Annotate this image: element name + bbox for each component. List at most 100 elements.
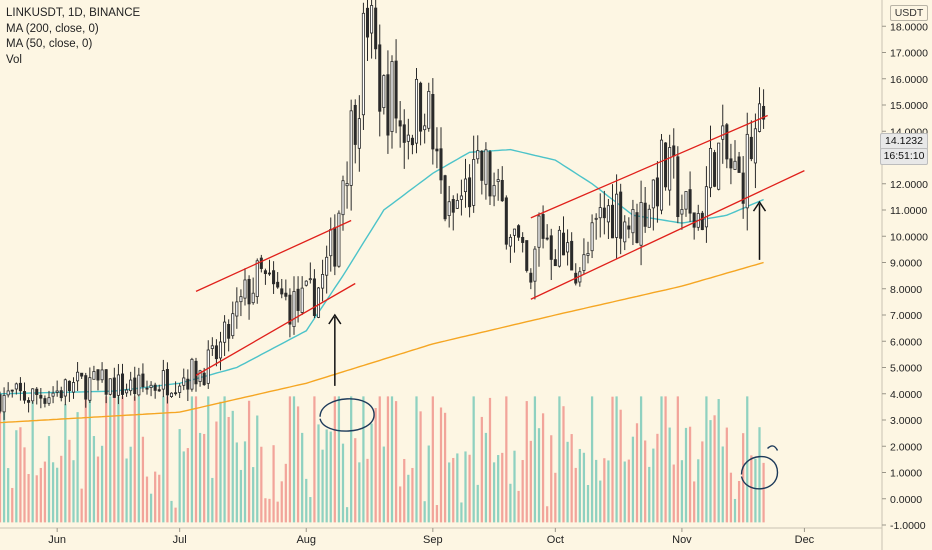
volume-bar	[121, 396, 124, 523]
volume-bar	[239, 469, 243, 523]
volume-bar	[321, 449, 324, 523]
volume-bar	[423, 501, 426, 523]
candle-body	[333, 227, 337, 267]
candle-body	[239, 296, 243, 303]
x-tick-label: Nov	[672, 534, 692, 546]
volume-bar	[51, 462, 55, 523]
candle-body	[67, 380, 71, 392]
volume-bar	[80, 488, 83, 523]
legend-ma200[interactable]: MA (200, close, 0)	[6, 22, 99, 35]
candle-body	[39, 394, 43, 399]
candle-body	[659, 139, 664, 211]
volume-bar	[133, 396, 136, 523]
candle-body	[31, 388, 35, 402]
volume-bar	[411, 467, 414, 523]
candle-body	[623, 221, 627, 243]
volume-bar	[35, 475, 38, 523]
candle-body	[619, 191, 623, 239]
arrow-head	[328, 313, 342, 325]
candle-body	[741, 172, 745, 204]
volume-bar	[231, 410, 234, 523]
volume-bar	[403, 458, 406, 523]
volume-bar	[533, 396, 537, 523]
volume-bar	[550, 435, 553, 523]
volume-bar	[415, 396, 418, 523]
candle-body	[120, 373, 125, 395]
volume-bar	[693, 481, 696, 523]
candle-body	[137, 374, 141, 396]
legend-vol[interactable]: Vol	[6, 53, 22, 66]
candle-body	[255, 260, 259, 297]
volume-bar	[754, 458, 757, 523]
volume-bar	[688, 426, 692, 523]
y-tick-label: 0.0000	[890, 494, 922, 506]
candle-body	[292, 291, 296, 328]
y-tick-label: 16.0000	[890, 74, 928, 86]
channel-lower-line	[195, 282, 356, 376]
candle-body	[84, 375, 88, 400]
volume-bar	[639, 396, 643, 523]
volume-bar	[190, 396, 194, 523]
candle-body	[235, 301, 239, 317]
volume-bar	[198, 432, 202, 523]
candle-body	[174, 392, 178, 395]
legend-ma50[interactable]: MA (50, close, 0)	[6, 38, 93, 50]
legend-symbol[interactable]: LINKUSDT, 1D, BINANCE	[6, 7, 141, 19]
volume-bar	[713, 415, 716, 523]
candle-body	[549, 235, 553, 260]
candle-body	[651, 179, 655, 209]
candle-body	[263, 270, 267, 275]
candle-body	[512, 228, 517, 236]
volume-bar	[566, 441, 569, 523]
volume-bar	[219, 401, 222, 523]
volume-bar	[56, 467, 59, 523]
candle-body	[47, 397, 51, 404]
y-tick-label: 2.0000	[890, 441, 922, 453]
volume-bar	[586, 484, 590, 523]
volume-bar	[182, 451, 185, 523]
candle-body	[304, 280, 308, 286]
volume-bar	[170, 500, 173, 523]
candle-body	[251, 292, 255, 304]
annotation-circle	[319, 398, 375, 432]
candle-body	[414, 78, 419, 144]
y-tick-label: 7.0000	[890, 310, 922, 322]
volume-bar	[680, 460, 684, 523]
candle-body	[206, 349, 210, 384]
candle-body	[378, 44, 382, 112]
channel-lower-line	[530, 170, 805, 300]
volume-bar	[750, 455, 753, 523]
candle-body	[108, 378, 112, 395]
candle-body	[427, 91, 431, 129]
volume-bar	[721, 446, 724, 523]
candle-body	[169, 392, 174, 397]
volume-bar	[194, 396, 198, 523]
volume-bar	[394, 401, 398, 523]
candle-body	[353, 104, 357, 145]
candle-body	[2, 395, 6, 413]
volume-bar	[125, 458, 128, 523]
candle-body	[145, 387, 149, 390]
volume-bar	[668, 427, 671, 523]
volume-bar	[317, 424, 320, 523]
volume-bar	[154, 471, 157, 523]
volume-bar	[537, 428, 541, 523]
volume-bar	[39, 467, 42, 523]
candle-body	[557, 229, 561, 267]
candle-body	[488, 151, 492, 197]
channel-upper-line	[195, 219, 352, 292]
candle-body	[51, 392, 55, 397]
candle-body	[259, 257, 263, 269]
candle-body	[688, 189, 692, 214]
currency-unit-badge[interactable]: USDT	[890, 5, 928, 21]
volume-bar	[305, 478, 308, 523]
x-tick-label: Jul	[173, 534, 187, 546]
candle-body	[182, 377, 186, 386]
candle-body	[545, 237, 549, 240]
candle-body	[410, 137, 414, 146]
candle-body	[280, 288, 284, 295]
y-tick-label: 4.0000	[890, 389, 922, 401]
ma50-line	[0, 148, 764, 395]
volume-bar	[166, 396, 169, 523]
